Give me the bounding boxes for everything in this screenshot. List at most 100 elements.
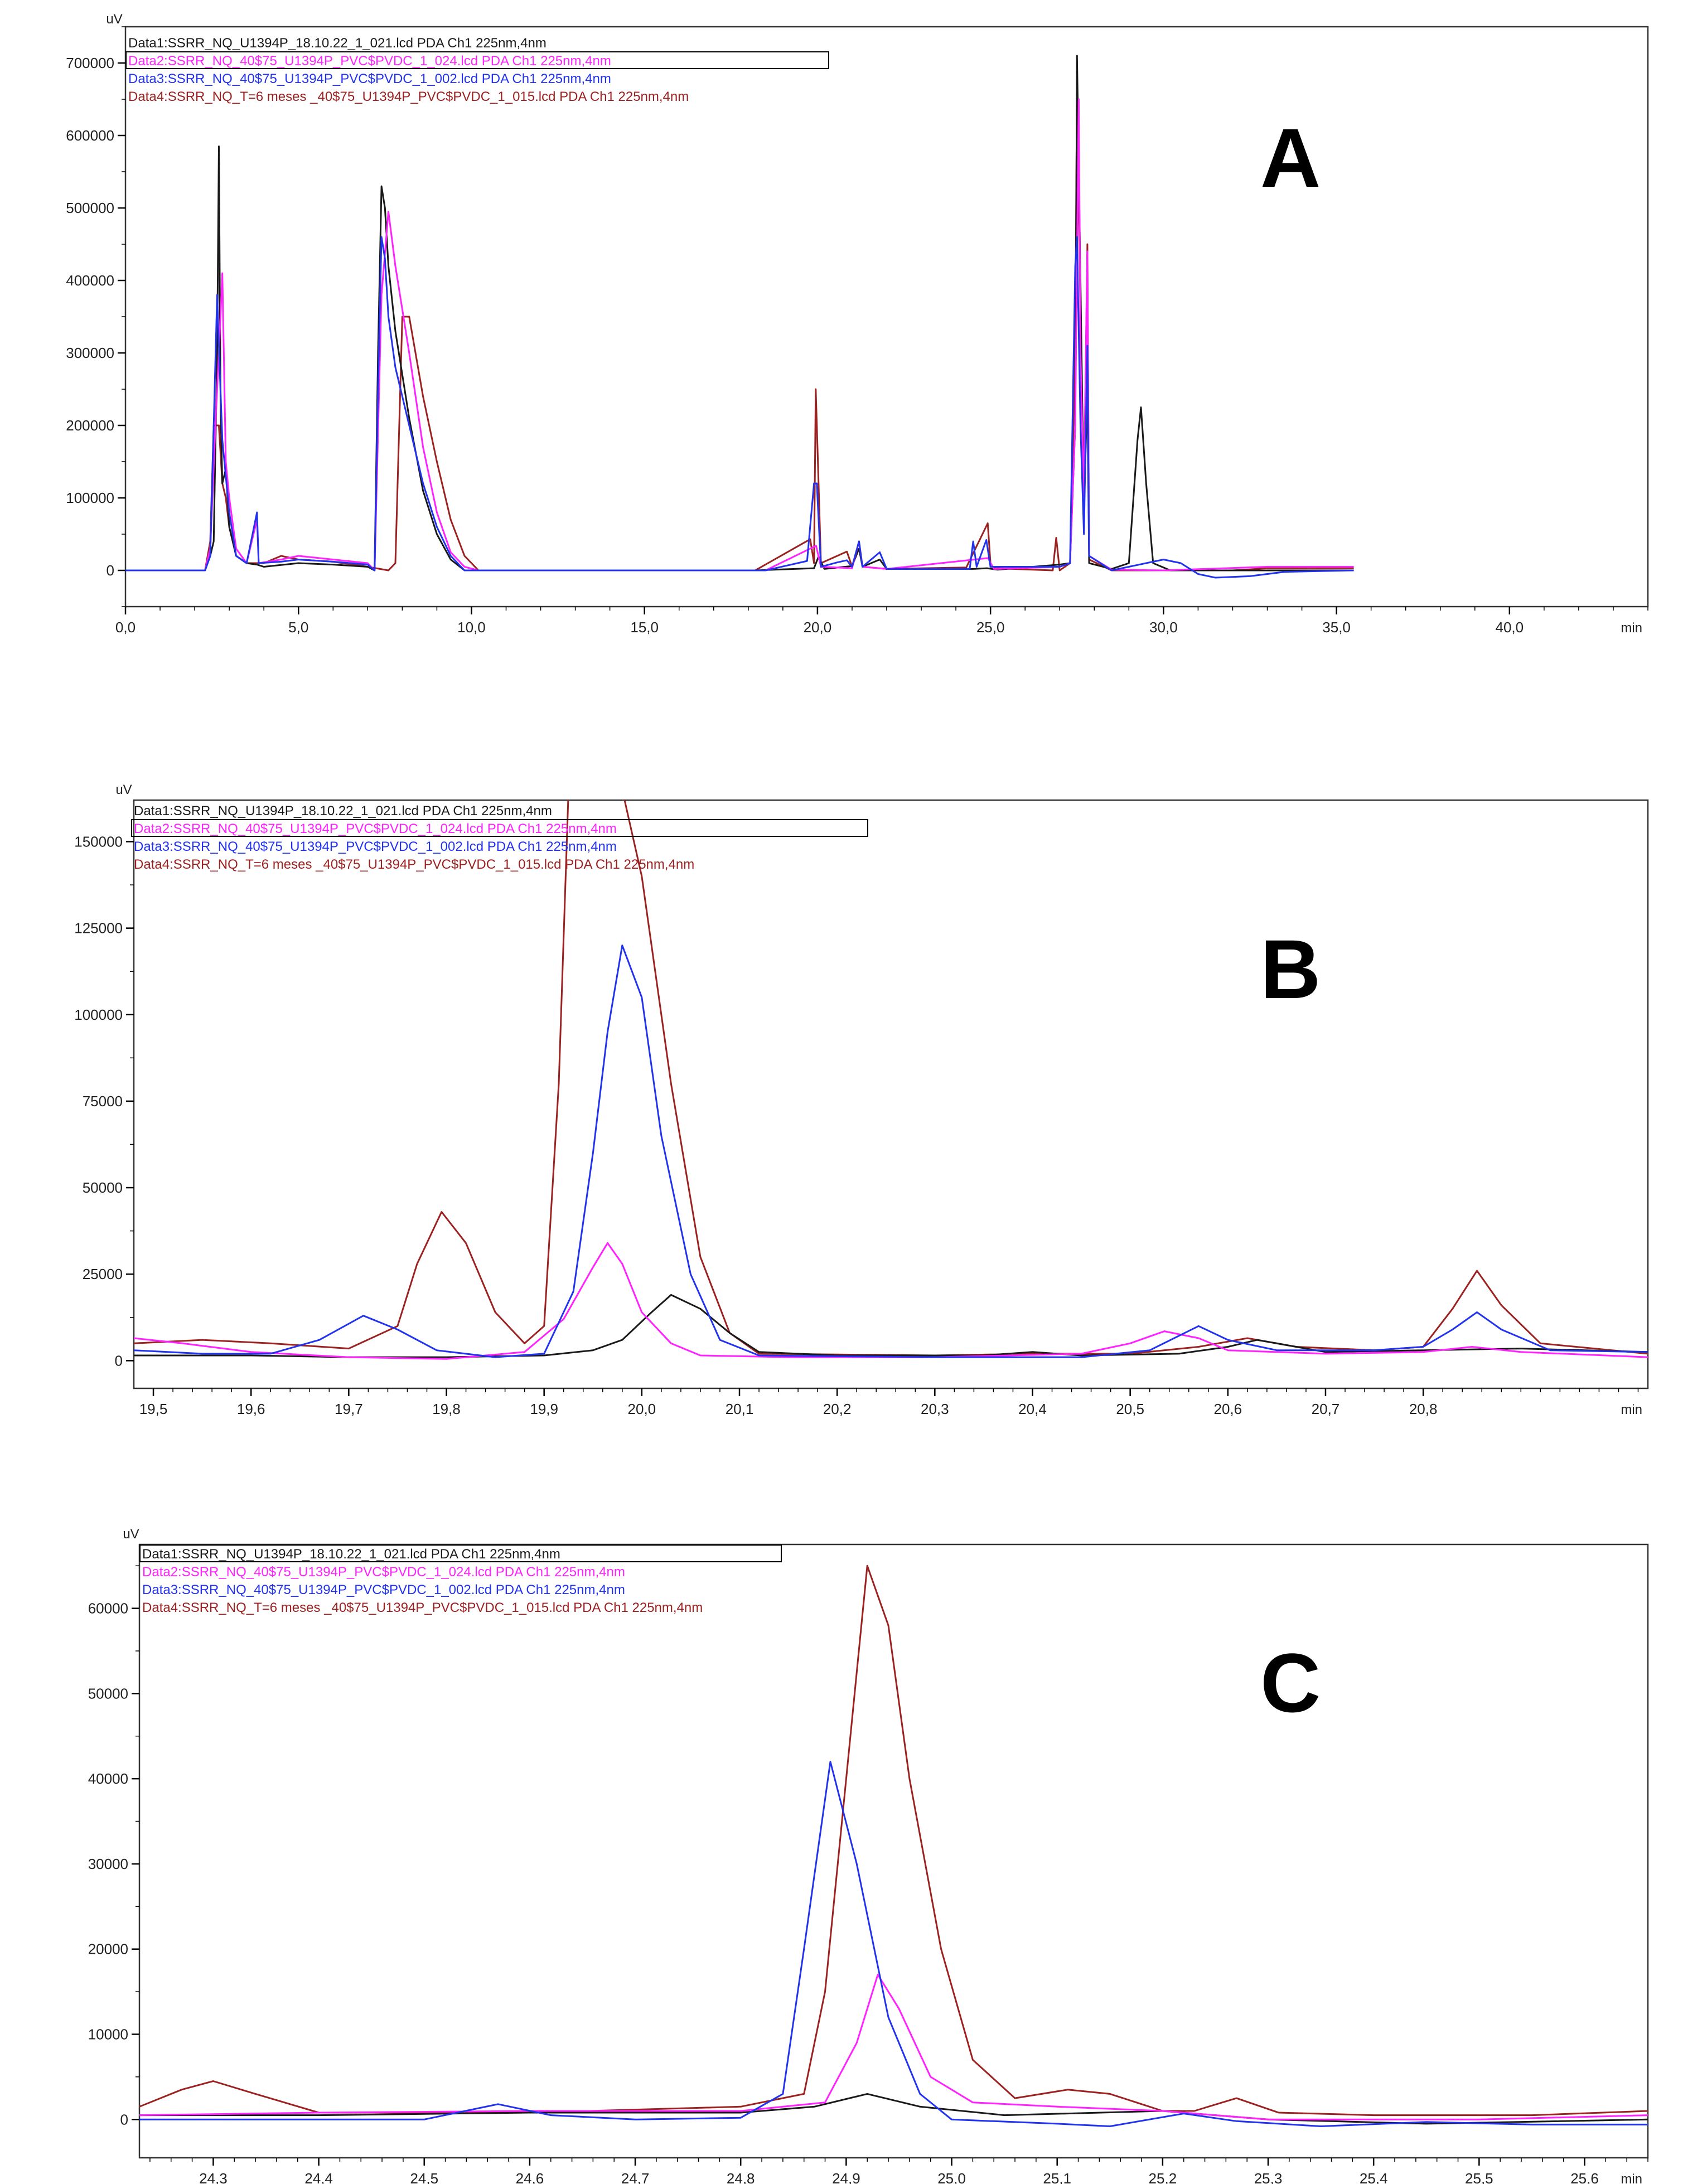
y-tick-label: 150000 <box>74 833 123 850</box>
y-tick-label: 100000 <box>66 490 114 506</box>
plot-frame <box>138 1543 1649 2159</box>
x-tick-label: 25,6 <box>1570 2170 1599 2184</box>
x-tick-label: 25,5 <box>1465 2170 1493 2184</box>
x-tick-label: 15,0 <box>630 619 659 636</box>
x-tick-label: 20,6 <box>1214 1401 1242 1417</box>
x-tick-label: 20,1 <box>726 1401 754 1417</box>
x-axis: 24,3 24,4 24,5 24,6 24,7 24,8 24,9 25,0 25,1 25,2… <box>149 2158 1648 2184</box>
y-tick-label: 600000 <box>66 127 114 144</box>
y-tick-label: 0 <box>115 1352 123 1369</box>
x-tick-label: 5,0 <box>288 619 308 636</box>
legend-entry-data2: Data2:SSRR_NQ_40$75_U1394P_PVC$PVDC_1_02… <box>134 821 617 836</box>
x-tick-label: 20,8 <box>1409 1401 1438 1417</box>
legend-entry-data4: Data4:SSRR_NQ_T=6 meses _40$75_U1394P_PV… <box>142 1600 703 1615</box>
x-tick-label: 24,7 <box>621 2170 650 2184</box>
chromatogram-traces <box>125 55 1354 579</box>
x-tick-label: 20,4 <box>1018 1401 1047 1417</box>
legend-entry-data1: Data1:SSRR_NQ_U1394P_18.10.22_1_021.lcd … <box>142 1547 560 1562</box>
trace-data2 <box>125 98 1354 572</box>
legend-entry-data2: Data2:SSRR_NQ_40$75_U1394P_PVC$PVDC_1_02… <box>142 1565 625 1580</box>
legend-selection-box <box>125 51 829 69</box>
y-tick-label: 125000 <box>74 920 123 937</box>
y-tick-label: 400000 <box>66 272 114 289</box>
x-tick-label: 25,2 <box>1149 2170 1177 2184</box>
x-tick-label: 19,6 <box>237 1401 265 1417</box>
x-tick-label: 25,0 <box>937 2170 966 2184</box>
x-tick-label: 24,8 <box>727 2170 755 2184</box>
x-tick-label: 25,1 <box>1043 2170 1071 2184</box>
trace-data2 <box>139 1974 1648 2120</box>
y-tick-label: 50000 <box>88 1685 128 1702</box>
y-tick-label: 0 <box>120 2111 128 2128</box>
x-tick-label: 20,2 <box>823 1401 852 1417</box>
y-tick-label: 75000 <box>83 1093 123 1110</box>
trace-data3 <box>139 1761 1648 2127</box>
x-tick-label: 24,6 <box>516 2170 544 2184</box>
x-tick-label: 20,5 <box>1116 1401 1144 1417</box>
x-tick-label: 40,0 <box>1496 619 1524 636</box>
x-axis: 0,0 5,0 10,0 15,0 20,0 25,0 30,0 35,0 40,0 <box>115 607 1648 636</box>
legend-entry-data3: Data3:SSRR_NQ_40$75_U1394P_PVC$PVDC_1_00… <box>142 1582 625 1597</box>
x-tick-label: 20,0 <box>628 1401 656 1417</box>
x-tick-label: 19,7 <box>335 1401 363 1417</box>
y-tick-label: 25000 <box>83 1266 123 1282</box>
trace-data1 <box>125 55 1354 572</box>
panel-label: A <box>1260 111 1321 205</box>
x-unit-label: min <box>1621 1402 1642 1417</box>
x-axis: 19,5 19,6 19,7 19,8 19,9 20,0 20,1 20,2 20,3 20,4… <box>139 1388 1639 1417</box>
chart-panel-a: 700000 600000 500000 400000 300000 200000 1000… <box>66 12 1649 636</box>
legend: Data1:SSRR_NQ_U1394P_18.10.22_1_021.lcd … <box>125 36 829 104</box>
y-tick-label: 700000 <box>66 55 114 71</box>
legend-entry-data4: Data4:SSRR_NQ_T=6 meses _40$75_U1394P_PV… <box>134 857 694 872</box>
legend-selection-box <box>131 819 868 837</box>
x-tick-label: 19,5 <box>139 1401 168 1417</box>
legend-entry-data2: Data2:SSRR_NQ_40$75_U1394P_PVC$PVDC_1_02… <box>128 54 611 69</box>
trace-data4 <box>134 800 1648 1357</box>
y-tick-label: 60000 <box>88 1600 128 1617</box>
x-tick-label: 24,9 <box>832 2170 860 2184</box>
x-tick-label: 10,0 <box>457 619 486 636</box>
legend-entry-data4: Data4:SSRR_NQ_T=6 meses _40$75_U1394P_PV… <box>128 89 689 104</box>
legend-selection-box <box>139 1544 782 1562</box>
x-tick-label: 19,8 <box>432 1401 461 1417</box>
x-tick-label: 24,3 <box>199 2170 228 2184</box>
y-axis: 60000 50000 40000 30000 20000 10000 0 <box>88 1565 139 2128</box>
y-tick-label: 200000 <box>66 417 114 434</box>
x-unit-label: min <box>1621 621 1642 636</box>
panel-label: C <box>1260 1636 1321 1730</box>
legend-entry-data3: Data3:SSRR_NQ_40$75_U1394P_PVC$PVDC_1_00… <box>134 839 617 854</box>
y-unit-label: uV <box>123 1527 139 1542</box>
x-tick-label: 24,4 <box>304 2170 333 2184</box>
y-tick-label: 40000 <box>88 1770 128 1787</box>
legend-entry-data3: Data3:SSRR_NQ_40$75_U1394P_PVC$PVDC_1_00… <box>128 71 611 86</box>
y-axis: 700000 600000 500000 400000 300000 200000 1000… <box>66 26 125 607</box>
x-tick-label: 25,4 <box>1360 2170 1388 2184</box>
plot-frame <box>133 799 1649 1389</box>
plot-frame <box>124 26 1649 608</box>
y-tick-label: 500000 <box>66 200 114 216</box>
trace-data4 <box>125 76 1354 572</box>
x-tick-label: 25,3 <box>1254 2170 1283 2184</box>
y-tick-label: 300000 <box>66 345 114 361</box>
x-tick-label: 20,3 <box>921 1401 949 1417</box>
x-tick-label: 0,0 <box>115 619 136 636</box>
y-tick-label: 100000 <box>74 1006 123 1023</box>
trace-data2 <box>134 1242 1648 1360</box>
x-tick-label: 35,0 <box>1322 619 1351 636</box>
y-tick-label: 0 <box>107 562 114 579</box>
y-unit-label: uV <box>115 782 132 797</box>
trace-data4 <box>139 1565 1648 2117</box>
legend: Data1:SSRR_NQ_U1394P_18.10.22_1_021.lcd … <box>131 803 868 872</box>
x-tick-label: 19,9 <box>530 1401 558 1417</box>
y-axis: 150000 125000 100000 75000 50000 25000 0 <box>74 833 134 1369</box>
y-tick-label: 20000 <box>88 1941 128 1958</box>
x-tick-label: 20,7 <box>1312 1401 1340 1417</box>
y-tick-label: 10000 <box>88 2026 128 2042</box>
panel-label: B <box>1260 922 1321 1016</box>
chromatogram-traces <box>139 1565 1648 2127</box>
legend-entry-data1: Data1:SSRR_NQ_U1394P_18.10.22_1_021.lcd … <box>134 803 552 819</box>
trace-data1 <box>134 1294 1648 1358</box>
